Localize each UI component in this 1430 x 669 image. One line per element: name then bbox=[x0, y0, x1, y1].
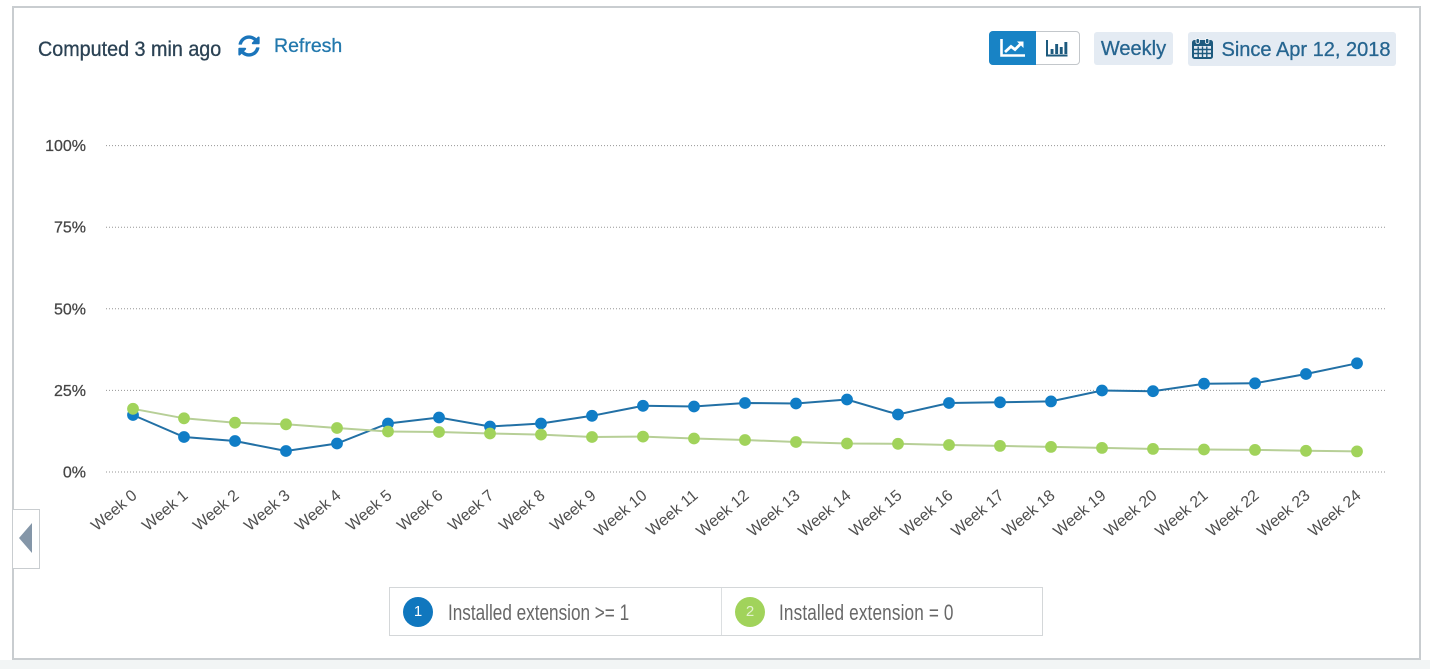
svg-text:Week 4: Week 4 bbox=[292, 487, 344, 535]
svg-text:25%: 25% bbox=[54, 383, 86, 400]
svg-text:Week 23: Week 23 bbox=[1254, 487, 1313, 540]
svg-text:50%: 50% bbox=[54, 301, 86, 318]
svg-text:Week 14: Week 14 bbox=[795, 487, 854, 540]
svg-text:Week 10: Week 10 bbox=[591, 487, 650, 540]
svg-text:Week 13: Week 13 bbox=[744, 487, 803, 540]
svg-text:Week 20: Week 20 bbox=[1101, 487, 1160, 540]
svg-text:Week 5: Week 5 bbox=[343, 487, 395, 535]
svg-text:Week 16: Week 16 bbox=[897, 487, 956, 540]
svg-text:Week 7: Week 7 bbox=[445, 487, 497, 535]
svg-text:Week 19: Week 19 bbox=[1050, 487, 1109, 540]
svg-text:Week 1: Week 1 bbox=[139, 487, 191, 535]
svg-text:Week 22: Week 22 bbox=[1203, 487, 1262, 540]
svg-text:Week 6: Week 6 bbox=[394, 487, 446, 535]
svg-text:Week 2: Week 2 bbox=[190, 487, 242, 535]
svg-text:100%: 100% bbox=[45, 138, 86, 155]
svg-text:Week 3: Week 3 bbox=[241, 487, 293, 535]
svg-text:Week 21: Week 21 bbox=[1152, 487, 1211, 540]
svg-text:Week 15: Week 15 bbox=[846, 487, 905, 540]
svg-text:75%: 75% bbox=[54, 220, 86, 237]
svg-text:Week 0: Week 0 bbox=[88, 487, 140, 535]
svg-text:Week 24: Week 24 bbox=[1305, 487, 1364, 540]
svg-text:Week 17: Week 17 bbox=[948, 487, 1007, 540]
svg-text:0%: 0% bbox=[63, 465, 86, 482]
svg-text:Week 12: Week 12 bbox=[693, 487, 752, 540]
svg-text:Week 8: Week 8 bbox=[496, 487, 548, 535]
svg-text:Week 18: Week 18 bbox=[999, 487, 1058, 540]
svg-text:Week 11: Week 11 bbox=[643, 487, 701, 540]
